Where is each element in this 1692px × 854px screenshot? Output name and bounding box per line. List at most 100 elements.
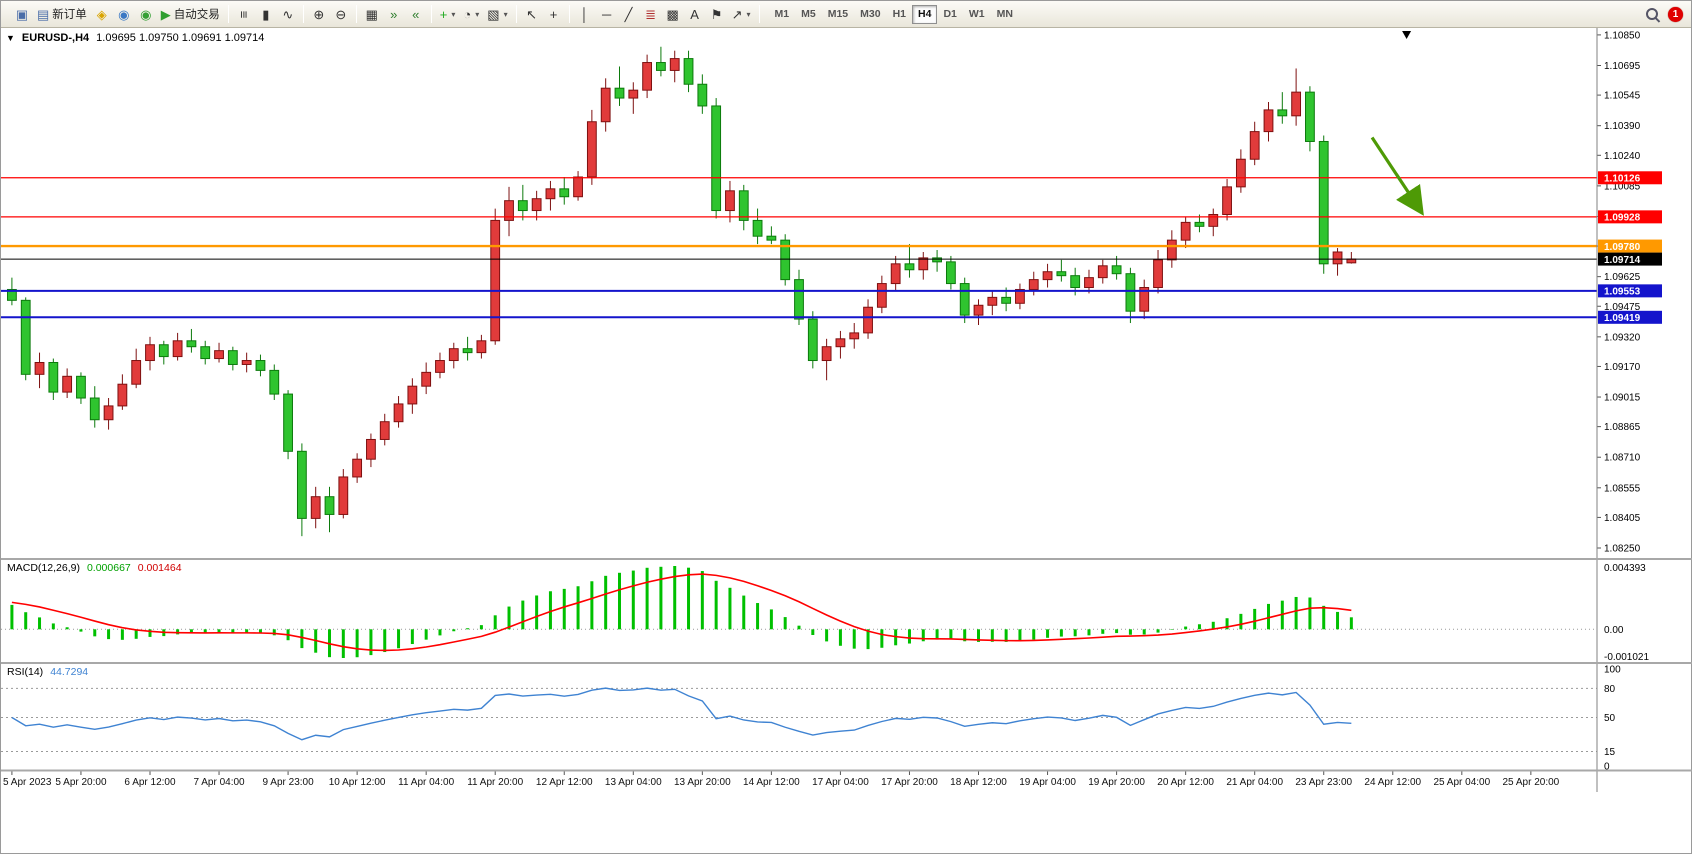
svg-text:1.09625: 1.09625	[1604, 272, 1641, 283]
arrows-button[interactable]: ↗ ▾	[728, 4, 755, 25]
macd-value-signal: 0.001464	[137, 562, 182, 574]
arrows-icon: ↗	[731, 6, 743, 22]
zoom-in-button[interactable]: ⊕	[308, 4, 330, 25]
toolbar-separator	[515, 5, 517, 23]
tile-windows-button[interactable]: ▦	[361, 4, 383, 25]
toolbar-separator	[568, 5, 570, 23]
dropdown-caret-icon[interactable]: ▾	[475, 9, 480, 19]
chart-shift-button[interactable]: «	[405, 4, 427, 25]
search-icon[interactable]	[1645, 7, 1660, 22]
rsi-name: RSI(14)	[7, 666, 44, 678]
svg-text:1.09780: 1.09780	[1604, 242, 1641, 253]
fibonacci-button[interactable]: ≣	[640, 4, 662, 25]
dropdown-caret-icon[interactable]: ▾	[503, 9, 508, 19]
new-order-button[interactable]: ▤ 新订单	[33, 4, 91, 25]
chart-shift-icon: «	[412, 6, 420, 22]
cursor-button[interactable]: ↖	[521, 4, 543, 25]
timeframe-m1-button[interactable]: M1	[774, 8, 790, 20]
dropdown-caret-icon[interactable]: ▾	[746, 9, 751, 19]
mql5-community-icon: ◉	[118, 6, 130, 22]
autotrading-icon: ▶	[160, 6, 171, 22]
toolbar-separator	[355, 5, 357, 23]
rsi-line	[11, 687, 1352, 741]
vertical-line-button[interactable]: │	[574, 4, 596, 25]
dropdown-caret-icon[interactable]: ▾	[451, 9, 456, 19]
toolbar-buttons-group: ▣ ▤ 新订单 ◈ ◉ ◉ ▶ 自动交易 ≡ ▮ ∿ ⊕ ⊖ ▦» «+ ▾ ◔ ▾ ▧ ▾ ↖ + │ ─ ╱ ≣ ▩ A ⚑ ↗ ▾	[11, 4, 764, 25]
support-line-1-price-tag: 1.09553	[1598, 284, 1662, 298]
svg-text:50: 50	[1604, 713, 1616, 724]
text-icon: A	[690, 6, 699, 22]
resistance-line-1-price-tag: 1.10126	[1598, 171, 1662, 185]
svg-text:1.10085: 1.10085	[1604, 181, 1641, 192]
timeframe-m15-button[interactable]: M15	[827, 8, 849, 20]
arrow-annotation[interactable]	[1370, 136, 1424, 216]
svg-text:1.08250: 1.08250	[1604, 544, 1641, 555]
tile-windows-icon: ▦	[365, 6, 378, 22]
macd-indicator-label: MACD(12,26,9) 0.000667 0.001464	[7, 562, 182, 574]
svg-text:1.08865: 1.08865	[1604, 422, 1641, 433]
text-button[interactable]: A	[684, 4, 706, 25]
svg-text:1.10240: 1.10240	[1604, 151, 1641, 162]
timeframe-toolbar: M1 M5 M15 M30 H1 H4 D1 W1 MN	[769, 4, 1019, 24]
svg-text:1.10126: 1.10126	[1604, 174, 1641, 185]
new-order-button-label: 新订单	[52, 9, 87, 21]
resistance-line-2-price-tag: 1.09928	[1598, 210, 1662, 224]
main-toolbar: ▣ ▤ 新订单 ◈ ◉ ◉ ▶ 自动交易 ≡ ▮ ∿ ⊕ ⊖ ▦» «+ ▾ ◔ ▾ ▧ ▾ ↖ + │ ─ ╱ ≣ ▩ A ⚑ ↗ ▾ M…	[1, 1, 1691, 28]
bar-chart-icon: ≡	[236, 10, 252, 18]
periods-button[interactable]: ◔ ▾	[459, 4, 483, 25]
mql5-community-button[interactable]: ◉	[113, 4, 135, 25]
periods-icon: ◔	[463, 6, 472, 22]
svg-text:17 Apr 04:00: 17 Apr 04:00	[812, 777, 869, 788]
svg-text:0: 0	[1604, 762, 1610, 773]
candles-layer	[7, 46, 1357, 537]
zoom-out-button[interactable]: ⊖	[330, 4, 352, 25]
timeframe-w1-button[interactable]: W1	[968, 8, 985, 20]
timeframe-h1-button[interactable]: H1	[892, 8, 907, 20]
timeframe-d1-button[interactable]: D1	[943, 8, 957, 20]
svg-text:1.10850: 1.10850	[1604, 30, 1641, 41]
svg-text:11 Apr 20:00: 11 Apr 20:00	[467, 777, 523, 788]
label-icon: ⚑	[710, 6, 723, 22]
crosshair-icon: +	[549, 6, 558, 22]
trendline-button[interactable]: ╱	[618, 4, 640, 25]
crosshair-button[interactable]: +	[543, 4, 565, 25]
svg-text:9 Apr 23:00: 9 Apr 23:00	[263, 777, 315, 788]
market-icon: ◉	[140, 6, 152, 22]
new-chart-button[interactable]: ▣	[11, 4, 33, 25]
chart-ohlc-label: ▼ EURUSD-,H4 1.09695 1.09750 1.09691 1.0…	[6, 32, 264, 44]
line-chart-button[interactable]: ∿	[277, 4, 299, 25]
auto-scroll-button[interactable]: »	[383, 4, 405, 25]
svg-text:1.09170: 1.09170	[1604, 362, 1641, 373]
one-click-trading-toggle[interactable]: ▼	[6, 33, 15, 43]
templates-button[interactable]: ▧ ▾	[483, 4, 511, 25]
indicators-button[interactable]: + ▾	[436, 4, 460, 25]
autotrading-button[interactable]: ▶ 自动交易	[157, 4, 224, 25]
bar-chart-button[interactable]: ≡	[233, 4, 255, 25]
svg-text:-0.001021: -0.001021	[1604, 652, 1649, 663]
notification-badge[interactable]: 1	[1668, 6, 1683, 22]
metaeditor-button[interactable]: ◈	[91, 4, 113, 25]
svg-text:1.10695: 1.10695	[1604, 61, 1641, 72]
macd-signal-line	[11, 573, 1352, 652]
macd-value-main: 0.000667	[86, 562, 131, 574]
label-button[interactable]: ⚑	[706, 4, 728, 25]
horizontal-line-button[interactable]: ─	[596, 4, 618, 25]
svg-text:1.09714: 1.09714	[1604, 255, 1641, 266]
timeframe-mn-button[interactable]: MN	[996, 8, 1013, 20]
market-button[interactable]: ◉	[135, 4, 157, 25]
svg-text:1.09320: 1.09320	[1604, 332, 1641, 343]
timeframe-m30-button[interactable]: M30	[860, 8, 881, 20]
svg-text:5 Apr 2023: 5 Apr 2023	[3, 777, 52, 788]
templates-icon: ▧	[487, 6, 500, 22]
zoom-in-icon: ⊕	[313, 6, 325, 22]
timeframe-m5-button[interactable]: M5	[801, 8, 816, 20]
svg-text:1.08405: 1.08405	[1604, 513, 1641, 524]
rsi-indicator-label: RSI(14) 44.7294	[7, 666, 88, 678]
shapes-button[interactable]: ▩	[662, 4, 684, 25]
support-line-2-price-tag: 1.09419	[1598, 310, 1662, 324]
svg-text:1.09015: 1.09015	[1604, 393, 1641, 404]
timeframe-h4-button[interactable]: H4	[912, 4, 938, 24]
candlestick-chart-button[interactable]: ▮	[255, 4, 277, 25]
